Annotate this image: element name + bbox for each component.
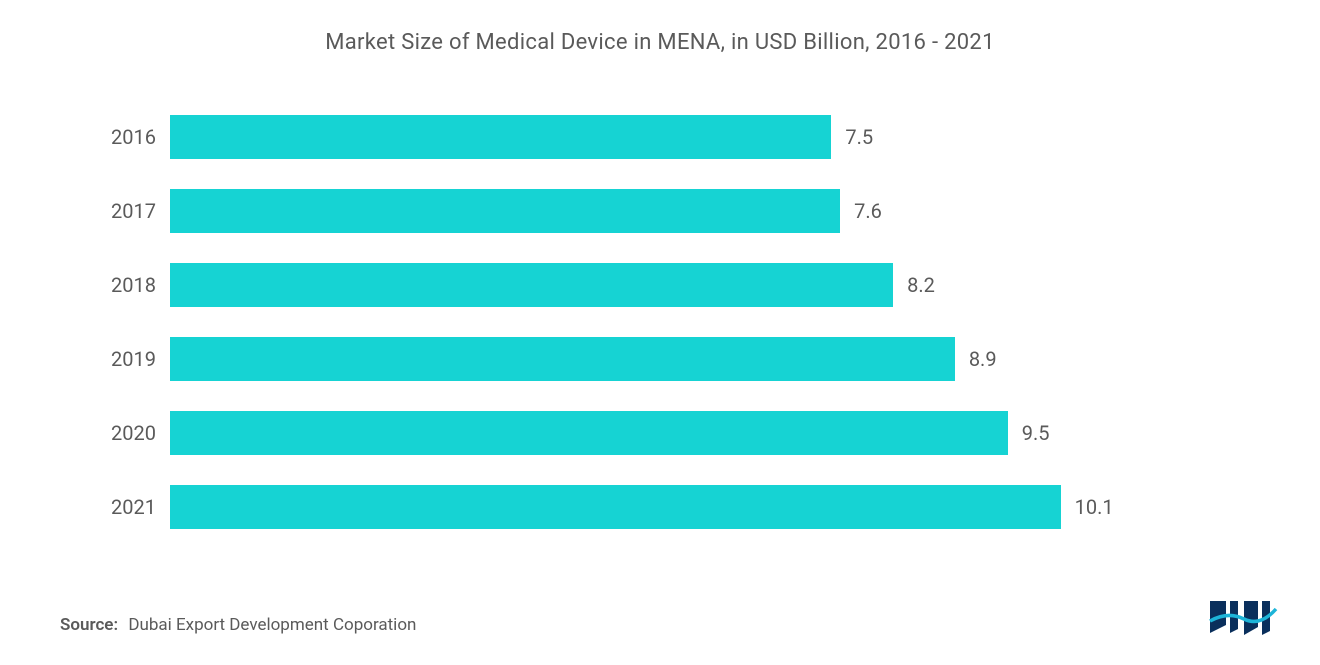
bar-row: 2021 10.1 [100, 485, 1140, 529]
source-label: Source: [60, 615, 118, 635]
bar-category-label: 2021 [100, 495, 170, 519]
chart-container: Market Size of Medical Device in MENA, i… [0, 0, 1320, 665]
bar-fill: 7.6 [170, 189, 840, 233]
bar-row: 2020 9.5 [100, 411, 1140, 455]
bar-row: 2018 8.2 [100, 263, 1140, 307]
bar-track: 9.5 [170, 411, 1140, 455]
bar-value-label: 7.5 [831, 125, 873, 149]
bar-fill: 8.2 [170, 263, 893, 307]
chart-title: Market Size of Medical Device in MENA, i… [60, 30, 1260, 55]
bar-row: 2017 7.6 [100, 189, 1140, 233]
bar-value-label: 7.6 [840, 199, 882, 223]
bar-track: 8.2 [170, 263, 1140, 307]
source-text: Dubai Export Development Coporation [128, 615, 416, 635]
bar-category-label: 2017 [100, 199, 170, 223]
bar-fill: 7.5 [170, 115, 831, 159]
bar-track: 8.9 [170, 337, 1140, 381]
bar-value-label: 9.5 [1008, 421, 1050, 445]
bar-track: 7.6 [170, 189, 1140, 233]
bars-area: 2016 7.5 2017 7.6 2018 8.2 [60, 115, 1260, 570]
bar-fill: 10.1 [170, 485, 1061, 529]
bar-row: 2016 7.5 [100, 115, 1140, 159]
bar-fill: 8.9 [170, 337, 955, 381]
bar-track: 7.5 [170, 115, 1140, 159]
bar-track: 10.1 [170, 485, 1140, 529]
source-line: Source: Dubai Export Development Coporat… [60, 615, 1260, 635]
bar-fill: 9.5 [170, 411, 1008, 455]
bar-value-label: 8.2 [893, 273, 935, 297]
bar-category-label: 2019 [100, 347, 170, 371]
brand-logo-icon [1208, 597, 1280, 637]
bar-category-label: 2018 [100, 273, 170, 297]
bar-value-label: 10.1 [1061, 495, 1114, 519]
bar-row: 2019 8.9 [100, 337, 1140, 381]
bar-category-label: 2016 [100, 125, 170, 149]
bar-value-label: 8.9 [955, 347, 997, 371]
bar-category-label: 2020 [100, 421, 170, 445]
